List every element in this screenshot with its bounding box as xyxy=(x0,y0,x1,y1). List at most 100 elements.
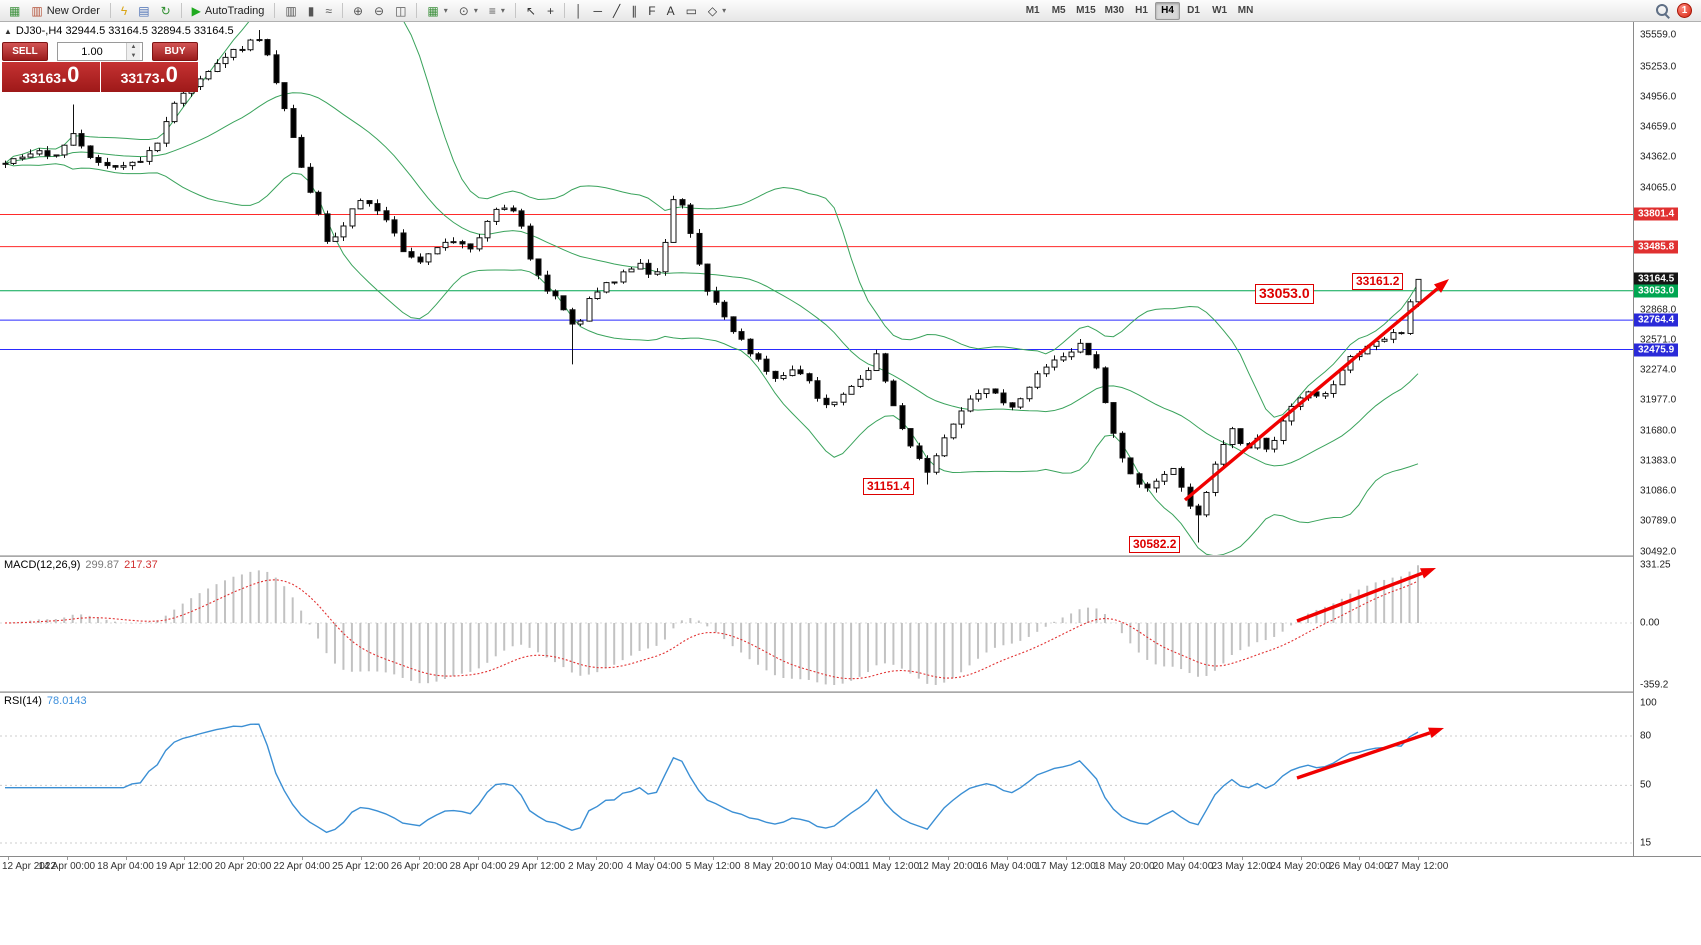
zoom-out-button[interactable]: ⊖ xyxy=(369,1,389,20)
fibonacci-icon: F xyxy=(648,3,656,18)
buy-button[interactable]: BUY xyxy=(152,42,198,61)
time-axis-label: 18 May 20:00 xyxy=(1093,861,1155,872)
volume-down-button[interactable]: ▼ xyxy=(127,51,140,60)
main-toolbar: ▦ ▥ New Order ϟ ▤ ↻ ▶ AutoTrading ▥ ▮ ≈ ⊕ ⊖ ◫ ▦ ▾ ⊙ ▾ ≡ ▾ ↖ +… xyxy=(0,0,1701,22)
tile-windows-icon: ◫ xyxy=(395,3,407,18)
price-annotation[interactable]: 30582.2 xyxy=(1129,536,1181,553)
panel-splitter[interactable] xyxy=(0,691,1701,693)
time-axis-label: 5 May 12:00 xyxy=(685,861,741,872)
autotrading-button[interactable]: ▶ AutoTrading xyxy=(187,1,270,20)
panel-splitter[interactable] xyxy=(0,555,1701,557)
zoom-in-icon: ⊕ xyxy=(352,3,364,18)
time-axis-tick xyxy=(771,857,773,860)
time-axis-label: 20 May 04:00 xyxy=(1152,861,1214,872)
collapse-quotes-icon[interactable]: ▲ xyxy=(4,26,12,36)
time-axis-label: 28 Apr 04:00 xyxy=(449,861,507,872)
price-scale-tick: 34659.0 xyxy=(1640,121,1677,133)
shapes-dropdown[interactable]: ◇ ▾ xyxy=(703,1,731,20)
timeframe-m30[interactable]: M30 xyxy=(1104,5,1125,16)
data-window-button[interactable]: ▤ xyxy=(133,1,154,20)
trend-arrow xyxy=(1183,287,1439,502)
text-button[interactable]: A xyxy=(662,1,680,20)
timeframe-h4[interactable]: H4 xyxy=(1155,1,1181,20)
new-order-button[interactable]: ▥ New Order xyxy=(26,1,105,20)
time-axis-tick xyxy=(184,857,186,860)
autotrading-button-label: AutoTrading xyxy=(204,4,265,17)
tile-windows-button[interactable]: ◫ xyxy=(390,1,411,20)
price-annotation[interactable]: 31151.4 xyxy=(863,478,914,495)
chart-bars-button[interactable]: ▥ xyxy=(280,1,301,20)
chart-window: ▲ DJ30-,H4 32944.5 33164.5 32894.5 33164… xyxy=(0,22,1701,945)
notification-badge[interactable]: 1 xyxy=(1677,3,1692,18)
vertical-line-button[interactable]: │ xyxy=(570,1,588,20)
search-icon[interactable] xyxy=(1655,3,1670,18)
label-button[interactable]: ▭ xyxy=(681,1,702,20)
macd-histogram xyxy=(12,565,1419,685)
chart-candles-icon: ▮ xyxy=(307,3,315,18)
shapes-icon: ◇ xyxy=(707,3,718,18)
channel-button[interactable]: ∥ xyxy=(626,1,642,20)
cursor-button[interactable]: ↖ xyxy=(521,1,541,20)
timeframe-d1[interactable]: D1 xyxy=(1187,5,1200,16)
sell-button[interactable]: SELL xyxy=(2,42,48,61)
macd-panel[interactable]: MACD(12,26,9) 299.87 217.37 xyxy=(0,557,1633,691)
time-axis-tick xyxy=(419,857,421,860)
macd-canvas[interactable] xyxy=(0,557,1633,691)
time-axis-tick xyxy=(713,857,714,860)
timeframe-w1[interactable]: W1 xyxy=(1212,5,1228,16)
zoom-in-button[interactable]: ⊕ xyxy=(348,1,368,20)
time-axis[interactable]: 12 Apr 2022 14 Apr 00:00 18 Apr 04:00 19 Ap… xyxy=(0,856,1701,875)
time-axis-tick xyxy=(301,857,303,860)
time-axis-tick xyxy=(889,857,891,860)
rsi-scale-label: 100 xyxy=(1640,697,1657,709)
price-annotation[interactable]: 33161.2 xyxy=(1352,273,1404,290)
rsi-panel[interactable]: RSI(14) 78.0143 xyxy=(0,693,1633,855)
rsi-scale-label: 80 xyxy=(1640,730,1652,742)
main-chart-canvas[interactable] xyxy=(0,22,1633,555)
chevron-down-icon: ▾ xyxy=(443,6,448,15)
period-dropdown[interactable]: ⊙ ▾ xyxy=(454,1,483,20)
main-chart-panel[interactable]: ▲ DJ30-,H4 32944.5 33164.5 32894.5 33164… xyxy=(0,22,1633,555)
price-scale-tick: 32868.0 xyxy=(1640,304,1677,316)
macd-scale-label: 331.25 xyxy=(1640,559,1671,571)
time-axis-tick xyxy=(1124,857,1126,860)
price-scale-tick: 31680.0 xyxy=(1640,425,1677,437)
rsi-canvas[interactable] xyxy=(0,693,1633,855)
time-axis-tick xyxy=(243,857,244,860)
volume-up-button[interactable]: ▲ xyxy=(127,43,140,52)
time-axis-tick xyxy=(1359,857,1361,860)
timeframe-m1[interactable]: M1 xyxy=(1025,5,1040,16)
new-chart-icon: ▦ xyxy=(9,3,21,18)
period-icon: ⊙ xyxy=(458,3,469,18)
new-order-button-label: New Order xyxy=(46,4,100,17)
compile-icon-button[interactable]: ϟ xyxy=(116,1,132,20)
crosshair-button[interactable]: + xyxy=(542,1,559,20)
fibonacci-button[interactable]: F xyxy=(643,1,660,20)
price-annotation[interactable]: 33053.0 xyxy=(1255,284,1314,304)
horizontal-line-button[interactable]: ─ xyxy=(588,1,607,20)
indicators-dropdown[interactable]: ≡ ▾ xyxy=(484,1,510,20)
buy-price-frac: .0 xyxy=(159,62,178,87)
trendline-button[interactable]: ╱ xyxy=(608,1,625,20)
toolbar-separator xyxy=(514,3,516,18)
refresh-button[interactable]: ↻ xyxy=(156,1,176,20)
new-chart-dropdown[interactable]: ▦ ▾ xyxy=(422,1,452,20)
chart-line-button[interactable]: ≈ xyxy=(320,1,337,20)
toolbar-separator xyxy=(109,3,111,18)
price-scale-tick: 31086.0 xyxy=(1640,485,1677,497)
timeframe-mn[interactable]: MN xyxy=(1237,5,1254,16)
buy-price[interactable]: 33173 .0 xyxy=(100,62,198,92)
macd-label: MACD(12,26,9) xyxy=(4,559,81,571)
new-chart-button[interactable]: ▦ xyxy=(4,1,25,20)
timeframe-m15[interactable]: M15 xyxy=(1076,5,1096,16)
price-scale-tick: 31977.0 xyxy=(1640,394,1677,406)
price-scale[interactable]: 35559.0 35253.0 34956.0 34659.0 34362.0 34065… xyxy=(1634,22,1701,874)
price-scale-tick: 30492.0 xyxy=(1640,546,1677,558)
timeframe-h1[interactable]: H1 xyxy=(1135,5,1148,16)
sell-price[interactable]: 33163 .0 xyxy=(2,62,100,92)
time-axis-label: 26 Apr 20:00 xyxy=(390,861,448,872)
channel-icon: ∥ xyxy=(631,3,638,18)
timeframe-m5[interactable]: M5 xyxy=(1051,5,1066,16)
volume-input[interactable] xyxy=(58,43,126,60)
chart-candles-button[interactable]: ▮ xyxy=(303,1,320,20)
